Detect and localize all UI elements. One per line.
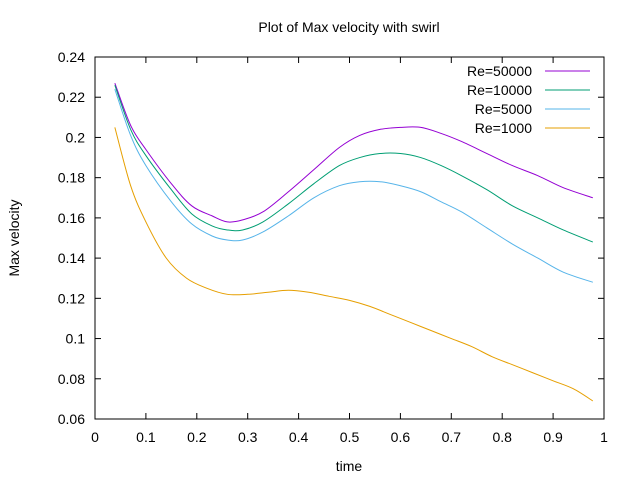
y-tick-label: 0.18 bbox=[58, 170, 85, 186]
y-tick-label: 0.16 bbox=[58, 210, 85, 226]
x-tick-label: 0 bbox=[91, 429, 99, 445]
y-tick-label: 0.1 bbox=[66, 331, 86, 347]
x-tick-label: 0.5 bbox=[340, 429, 360, 445]
series-line-re-10000 bbox=[114, 84, 593, 243]
x-axis-label: time bbox=[336, 458, 363, 474]
y-axis-label: Max velocity bbox=[6, 199, 22, 276]
series-layer bbox=[114, 82, 594, 402]
x-tick-label: 0.4 bbox=[289, 429, 309, 445]
axis-ticks: 0 0.1 0.2 0.3 0.4 0.5 0.6 0.7 0.8 0.9 1 0.06 0.08 0.1… bbox=[58, 49, 608, 445]
y-tick-label: 0.22 bbox=[58, 89, 85, 105]
y-tick-label: 0.14 bbox=[58, 250, 85, 266]
legend: Re=50000 Re=10000 Re=5000 Re=1000 bbox=[467, 63, 590, 136]
x-tick-label: 0.9 bbox=[543, 429, 563, 445]
x-tick-label: 1 bbox=[600, 429, 608, 445]
legend-label: Re=10000 bbox=[467, 82, 532, 98]
series-line-re-5000 bbox=[114, 89, 593, 283]
series-line-re-50000 bbox=[114, 82, 593, 223]
chart-title: Plot of Max velocity with swirl bbox=[258, 19, 439, 35]
y-tick-label: 0.24 bbox=[58, 49, 85, 65]
x-tick-label: 0.3 bbox=[238, 429, 258, 445]
legend-label: Re=5000 bbox=[475, 101, 532, 117]
y-tick-label: 0.2 bbox=[66, 129, 86, 145]
y-tick-label: 0.06 bbox=[58, 411, 85, 427]
x-tick-label: 0.2 bbox=[187, 429, 207, 445]
y-tick-label: 0.12 bbox=[58, 290, 85, 306]
series-line-re-1000 bbox=[114, 127, 594, 402]
x-tick-label: 0.7 bbox=[442, 429, 462, 445]
y-tick-label: 0.08 bbox=[58, 371, 85, 387]
x-tick-label: 0.8 bbox=[492, 429, 512, 445]
x-tick-label: 0.6 bbox=[391, 429, 411, 445]
x-tick-label: 0.1 bbox=[136, 429, 156, 445]
legend-label: Re=50000 bbox=[467, 63, 532, 79]
legend-label: Re=1000 bbox=[475, 120, 532, 136]
